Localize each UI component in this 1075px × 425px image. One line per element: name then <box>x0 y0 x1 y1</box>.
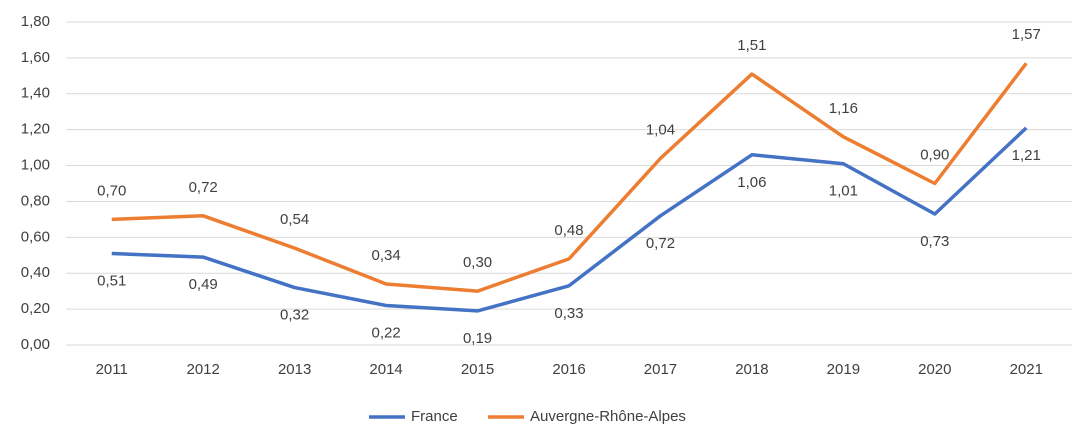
data-label: 0,54 <box>280 211 309 228</box>
data-label: 0,34 <box>371 247 400 264</box>
data-label: 0,72 <box>189 179 218 196</box>
y-tick-label: 1,40 <box>21 85 50 102</box>
y-tick-label: 1,60 <box>21 49 50 66</box>
series-line <box>111 126 1028 313</box>
data-label: 0,51 <box>97 272 126 289</box>
data-label: 0,22 <box>371 324 400 341</box>
legend-label: Auvergne-Rhône-Alpes <box>530 408 686 425</box>
data-label: 0,19 <box>463 330 492 347</box>
y-tick-label: 1,00 <box>21 157 50 174</box>
data-label: 1,21 <box>1012 147 1041 164</box>
data-label: 0,73 <box>920 233 949 250</box>
data-label: 0,49 <box>189 276 218 293</box>
y-tick-label: 0,40 <box>21 264 50 281</box>
x-tick-label: 2016 <box>552 361 585 378</box>
x-tick-label: 2021 <box>1010 361 1043 378</box>
data-label: 1,01 <box>829 183 858 200</box>
data-label: 1,16 <box>829 100 858 117</box>
data-label: 0,70 <box>97 182 126 199</box>
data-label: 0,30 <box>463 254 492 271</box>
x-tick-label: 2013 <box>278 361 311 378</box>
data-label: 0,33 <box>554 305 583 322</box>
y-tick-label: 0,20 <box>21 300 50 317</box>
x-tick-label: 2012 <box>186 361 219 378</box>
x-tick-label: 2015 <box>461 361 494 378</box>
y-tick-label: 0,60 <box>21 228 50 245</box>
x-tick-label: 2020 <box>918 361 951 378</box>
x-tick-label: 2014 <box>369 361 402 378</box>
data-label: 1,51 <box>737 37 766 54</box>
data-label: 1,06 <box>737 174 766 191</box>
x-tick-label: 2017 <box>644 361 677 378</box>
x-tick-label: 2019 <box>827 361 860 378</box>
x-tick-label: 2011 <box>96 361 128 378</box>
y-tick-label: 1,80 <box>21 13 50 30</box>
y-tick-label: 0,80 <box>21 192 50 209</box>
data-label: 1,57 <box>1012 26 1041 43</box>
x-tick-label: 2018 <box>735 361 768 378</box>
data-label: 0,48 <box>554 222 583 239</box>
y-tick-label: 0,00 <box>21 336 50 353</box>
y-tick-label: 1,20 <box>21 121 50 138</box>
series-line <box>111 62 1028 293</box>
legend-label: France <box>411 408 458 425</box>
data-label: 1,04 <box>646 121 675 138</box>
data-label: 0,90 <box>920 146 949 163</box>
data-label: 0,72 <box>646 235 675 252</box>
data-label: 0,32 <box>280 307 309 324</box>
